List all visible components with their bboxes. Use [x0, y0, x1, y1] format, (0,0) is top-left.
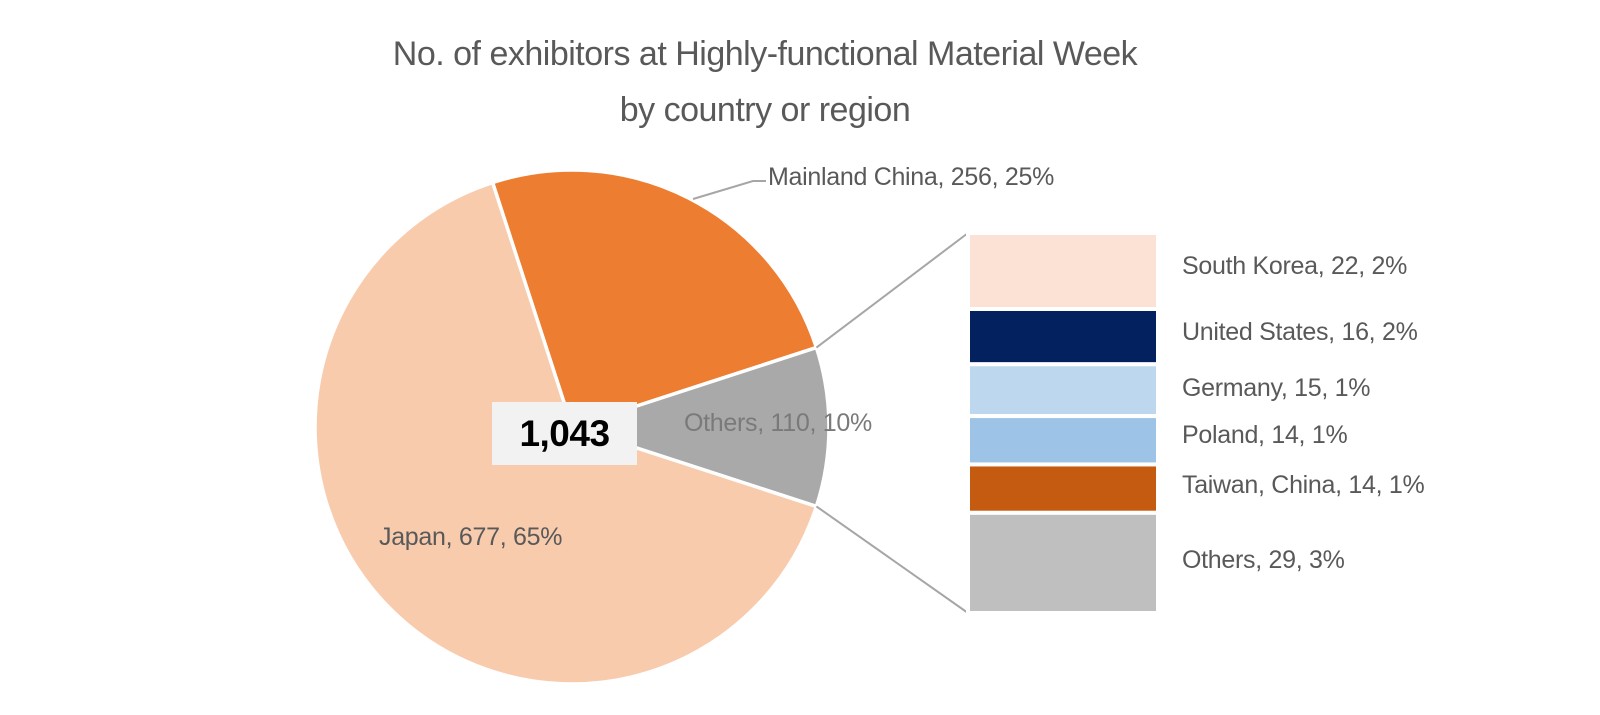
- pie-slice-others: [570, 345, 831, 509]
- chart-title-line1: No. of exhibitors at Highly-functional M…: [392, 35, 1138, 73]
- connector-line-top: [815, 232, 969, 349]
- pie-slice-mainland-china: [490, 168, 819, 429]
- leader-line-mainland-china: [692, 180, 766, 200]
- chart-title: No. of exhibitors at Highly-functional M…: [15, 26, 1515, 138]
- chart-title-line2: by country or region: [619, 91, 911, 129]
- bar-segment-taiwan-china: [966, 462, 1160, 515]
- bar-segment-others: [966, 510, 1160, 615]
- bar-label-germany: Germany, 15, 1%: [1182, 374, 1371, 402]
- slice-label-others: Others, 110, 10%: [684, 409, 872, 437]
- slice-label-japan: Japan, 677, 65%: [379, 523, 563, 551]
- slice-label-mainland-china: Mainland China, 256, 25%: [768, 163, 1055, 191]
- connector-line-bottom: [815, 505, 969, 614]
- bar-label-united-states: United States, 16, 2%: [1182, 318, 1418, 346]
- total-value-box: 1,043: [492, 402, 637, 465]
- bar-label-taiwan-china: Taiwan, China, 14, 1%: [1182, 471, 1425, 499]
- bar-segment-poland: [966, 414, 1160, 467]
- bar-segment-germany: [966, 362, 1160, 419]
- bar-label-poland: Poland, 14, 1%: [1182, 421, 1348, 449]
- bar-segment-south-korea: [966, 231, 1160, 311]
- bar-segment-united-states: [966, 307, 1160, 367]
- bar-label-south-korea: South Korea, 22, 2%: [1182, 252, 1408, 280]
- bar-label-others: Others, 29, 3%: [1182, 546, 1345, 574]
